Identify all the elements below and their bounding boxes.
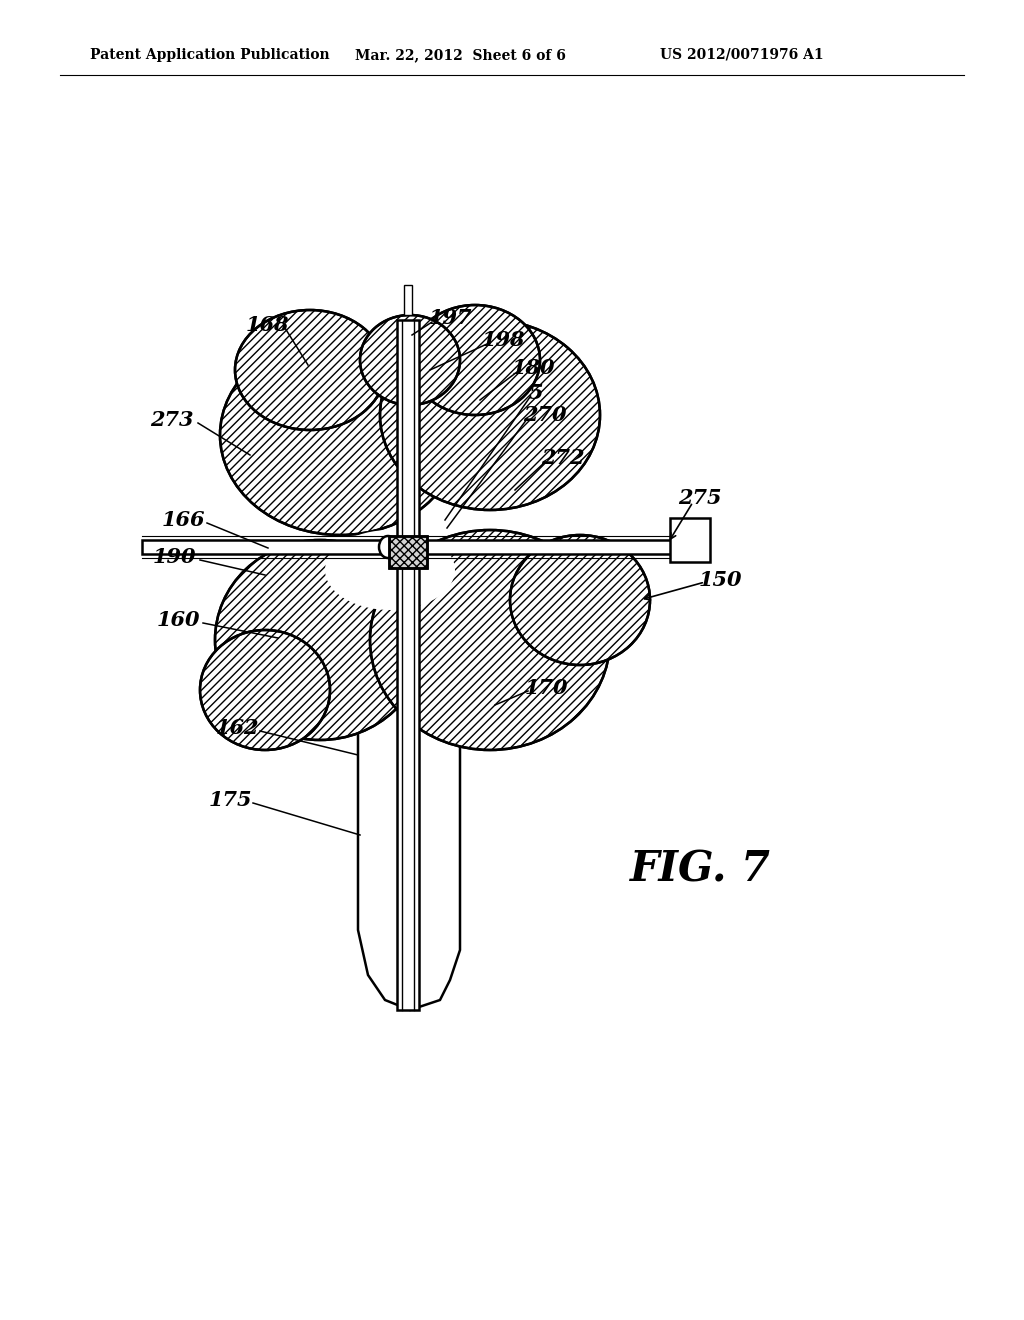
Ellipse shape — [200, 630, 330, 750]
Text: 273: 273 — [151, 411, 194, 430]
Bar — [670, 517, 710, 562]
Ellipse shape — [215, 540, 425, 741]
Text: 190: 190 — [153, 546, 196, 568]
Text: 270: 270 — [523, 405, 566, 425]
Bar — [142, 540, 695, 554]
Ellipse shape — [220, 335, 460, 535]
Text: 175: 175 — [208, 789, 252, 810]
Ellipse shape — [370, 531, 610, 750]
Text: 166: 166 — [161, 510, 205, 531]
Text: 180: 180 — [511, 358, 555, 378]
Bar — [389, 536, 427, 568]
Text: Mar. 22, 2012  Sheet 6 of 6: Mar. 22, 2012 Sheet 6 of 6 — [355, 48, 566, 62]
Ellipse shape — [510, 535, 650, 665]
Text: 162: 162 — [215, 718, 259, 738]
Polygon shape — [358, 690, 460, 1010]
Text: 275: 275 — [678, 488, 722, 508]
Text: 5: 5 — [528, 383, 544, 403]
Bar — [404, 285, 412, 315]
Text: Patent Application Publication: Patent Application Publication — [90, 48, 330, 62]
Ellipse shape — [360, 315, 460, 405]
Bar — [397, 319, 419, 1010]
Text: 168: 168 — [246, 315, 289, 335]
Text: 272: 272 — [542, 447, 585, 469]
Text: 150: 150 — [698, 570, 741, 590]
Text: FIG. 7: FIG. 7 — [630, 849, 771, 891]
Ellipse shape — [234, 310, 385, 430]
Bar — [389, 536, 427, 568]
Text: US 2012/0071976 A1: US 2012/0071976 A1 — [660, 48, 823, 62]
Ellipse shape — [380, 319, 600, 510]
Text: 170: 170 — [524, 678, 567, 698]
Ellipse shape — [410, 305, 540, 414]
Ellipse shape — [379, 536, 397, 558]
Ellipse shape — [325, 531, 455, 610]
Text: 198: 198 — [481, 330, 524, 350]
Text: 197: 197 — [428, 308, 472, 327]
Text: 160: 160 — [157, 610, 200, 630]
